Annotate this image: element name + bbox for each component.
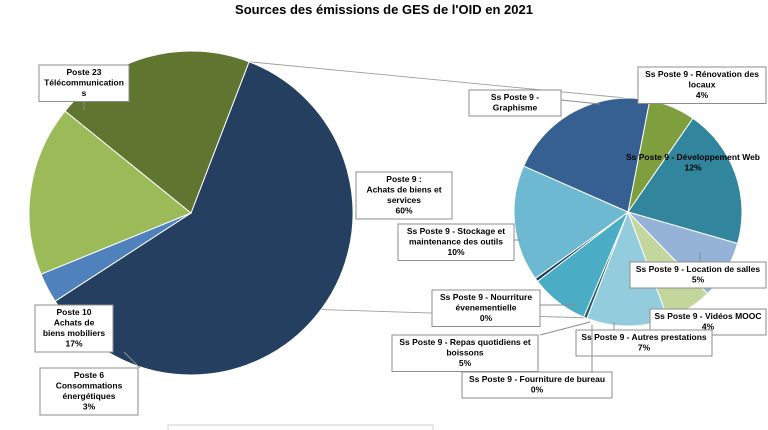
label-box <box>391 334 539 372</box>
label-text: Ss Poste 9 - Location de salles 5% <box>636 264 761 285</box>
sub-slice-ss-poste-9-stockage-et-maintenance-des-outils <box>513 165 630 280</box>
label-text: Poste 10 Achats de biens mobiliers 17% <box>43 307 106 349</box>
label-main-poste-6-consommations-energetiques: Poste 6 Consommations énergétiques 3% <box>39 351 141 416</box>
label-box <box>355 171 453 220</box>
label-box <box>38 64 130 102</box>
label-box <box>637 66 767 104</box>
label-sub-ss-poste-9-renovation-des-locaux: Ss Poste 9 - Rénovation des locaux 4% <box>637 66 767 104</box>
label-main-poste-23-telecommunication-s: Poste 23 Télécommunication s <box>38 64 130 110</box>
connector-top <box>249 61 637 100</box>
label-sub-ss-poste-9-repas-quotidiens-et-boissons: Ss Poste 9 - Repas quotidiens et boissons… <box>391 321 591 372</box>
label-text: Ss Poste 9 - Nourriture évenementielle 0% <box>440 292 532 323</box>
slice-poste-10-achats-de-biens-mobiliers <box>28 110 192 275</box>
label-box <box>629 261 767 289</box>
label-text: Ss Poste 9 - Vidéos MOOC 4% <box>654 311 761 332</box>
label-box <box>431 289 541 327</box>
label-text: Poste 6 Consommations énergétiques 3% <box>56 370 123 412</box>
slice-poste-9-achats-de-biens-et-services <box>54 61 354 376</box>
label-text: Ss Poste 9 -Graphisme <box>491 92 539 113</box>
label-text: Poste 23 Télécommunication s <box>44 67 124 98</box>
data-labels: Poste 9 : Achats de biens et services 60% Po… <box>34 64 767 416</box>
label-text: Ss Poste 9 - Autres prestations 7% <box>581 332 707 353</box>
label-box <box>39 367 139 416</box>
label-text: Ss Poste 9 - Développement Web 12% <box>626 152 760 173</box>
label-sub-ss-poste-9-nourriture-evenementielle: Ss Poste 9 - Nourriture évenementielle 0% <box>431 289 575 327</box>
leader-line <box>539 321 591 336</box>
sub-slice-ss-poste-9-graphisme <box>523 97 651 213</box>
sub-pie <box>513 97 743 327</box>
label-box <box>397 223 515 261</box>
label-sub-ss-poste-9-developpement-web: Ss Poste 9 - Développement Web 12% <box>626 152 760 173</box>
label-main-poste-9-achats-de-biens-et-services: Poste 9 : Achats de biens et services 60% <box>355 171 453 220</box>
sub-slice-ss-poste-9-developpement-web <box>627 117 743 245</box>
label-text: Ss Poste 9 - Rénovation des locaux 4% <box>645 69 759 100</box>
chart-title: Sources des émissions de GES de l'OID en… <box>235 2 533 17</box>
label-box <box>468 89 562 117</box>
label-box <box>575 329 713 357</box>
leader-line <box>123 351 141 369</box>
label-sub-ss-poste-9-autres-prestations: Ss Poste 9 - Autres prestations 7% <box>575 322 713 357</box>
label-sub-ss-poste-9-location-de-salles: Ss Poste 9 - Location de salles 5% <box>629 252 767 289</box>
label-text: Ss Poste 9 - Stockage et maintenance des … <box>407 226 505 257</box>
leader-line <box>560 99 601 105</box>
label-sub-ss-poste-9-graphisme: Ss Poste 9 -Graphisme <box>468 89 601 117</box>
label-text: Ss Poste 9 - Fourniture de bureau 0% <box>469 374 605 395</box>
label-sub-ss-poste-9-stockage-et-maintenance-des-outils: Ss Poste 9 - Stockage et maintenance des … <box>397 223 520 261</box>
label-text: Ss Poste 9 - Repas quotidiens et boissons… <box>399 337 530 368</box>
legend-frame <box>167 424 434 430</box>
label-main-poste-10-achats-de-biens-mobiliers: Poste 10 Achats de biens mobiliers 17% <box>34 304 114 353</box>
label-box <box>34 304 114 353</box>
label-text: Poste 9 : Achats de biens et services 60% <box>366 174 441 216</box>
